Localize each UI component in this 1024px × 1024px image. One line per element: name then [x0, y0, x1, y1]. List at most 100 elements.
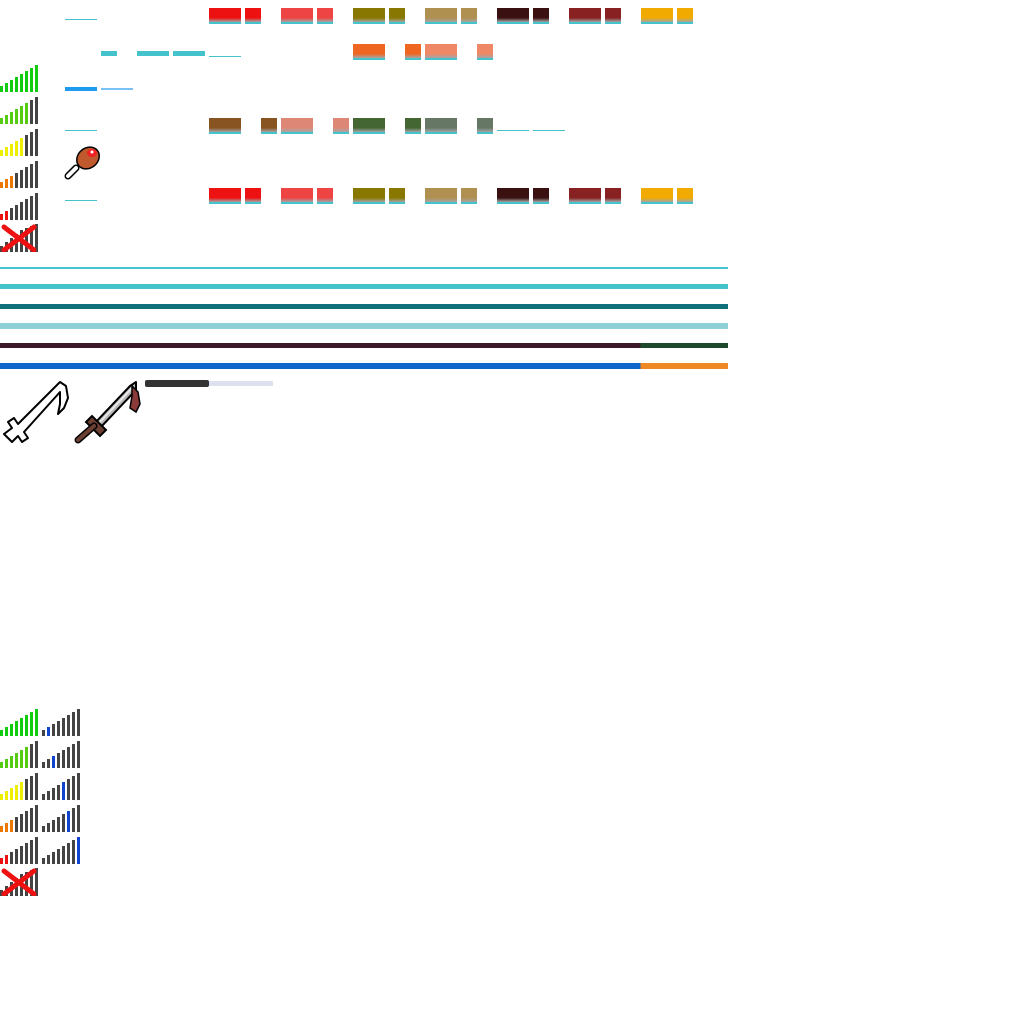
secondary-signal-bar: [42, 858, 45, 864]
secondary-signal-bar: [52, 724, 55, 736]
progress-fill: [145, 380, 209, 387]
color-swatch: [245, 8, 261, 24]
color-swatch: [641, 188, 673, 204]
color-swatch: [281, 188, 313, 204]
signal-bar: [15, 173, 18, 188]
signal-bar: [5, 727, 8, 736]
secondary-signal-bar: [77, 709, 80, 736]
secondary-signal-bar: [77, 837, 80, 864]
secondary-signal-bar: [57, 817, 60, 832]
signal-bar: [0, 118, 3, 124]
signal-bar: [10, 724, 13, 736]
progress-bar: [145, 380, 273, 387]
signal-bar: [10, 820, 13, 832]
secondary-signal-bar: [67, 715, 70, 736]
color-swatch: [677, 8, 693, 24]
color-swatch: [317, 188, 333, 204]
signal-bar: [15, 849, 18, 864]
signal-bar: [35, 129, 38, 156]
secondary-signal-bar: [72, 808, 75, 832]
cyan-line-fragment: [209, 56, 241, 57]
signal-bar: [15, 785, 18, 800]
signal-bar: [20, 138, 23, 156]
signal-bar: [5, 179, 8, 188]
long-bar-teal-medium: [0, 284, 728, 289]
secondary-signal-bar: [42, 826, 45, 832]
signal-bar: [15, 817, 18, 832]
signal-medium-icon: [0, 128, 40, 156]
signal-bar: [30, 196, 33, 220]
signal-bar: [10, 208, 13, 220]
signal-bar: [5, 791, 8, 800]
secondary-signal-bar: [47, 855, 50, 864]
dual-signal-poor-icon: [0, 836, 80, 864]
color-swatch: [605, 188, 621, 204]
color-swatch: [425, 44, 457, 60]
signal-bar: [35, 161, 38, 188]
signal-low-icon: [0, 160, 40, 188]
signal-bar: [20, 170, 23, 188]
secondary-signal-bar: [72, 712, 75, 736]
color-swatch: [497, 188, 529, 204]
long-bar-teal-thin: [0, 267, 728, 269]
signal-bar: [35, 741, 38, 768]
signal-bar: [5, 211, 8, 220]
signal-bar: [25, 103, 28, 124]
secondary-signal-bar: [72, 744, 75, 768]
color-swatch: [245, 188, 261, 204]
signal-bar: [25, 199, 28, 220]
blue-dash-faint: [101, 88, 133, 90]
cyan-line-fragment: [497, 130, 529, 131]
secondary-signal-bar: [42, 762, 45, 768]
signal-bar: [35, 193, 38, 220]
signal-bar: [30, 164, 33, 188]
secondary-signal-bar: [57, 721, 60, 736]
signal-bar: [30, 744, 33, 768]
color-swatch: [569, 8, 601, 24]
secondary-signal-bar: [77, 773, 80, 800]
color-swatch: [281, 8, 313, 24]
cyan-line-fragment: [65, 130, 97, 131]
secondary-signal-bar: [52, 852, 55, 864]
secondary-signal-bar: [62, 814, 65, 832]
signal-bar: [30, 776, 33, 800]
secondary-signal-bar: [62, 846, 65, 864]
signal-poor-icon: [0, 192, 40, 220]
signal-bar: [25, 811, 28, 832]
color-swatch: [677, 188, 693, 204]
secondary-signal-bar: [62, 782, 65, 800]
color-swatch: [477, 44, 493, 60]
secondary-signal-bar: [47, 823, 50, 832]
long-bar-blue: [0, 363, 728, 369]
secondary-signal-bar: [47, 727, 50, 736]
secondary-signal-bar: [67, 843, 70, 864]
signal-bar: [30, 100, 33, 124]
secondary-signal-bar: [62, 750, 65, 768]
secondary-signal-bar: [67, 747, 70, 768]
color-swatch: [281, 118, 313, 134]
signal-high-icon: [0, 96, 40, 124]
color-swatch: [497, 8, 529, 24]
signal-bar: [10, 176, 13, 188]
signal-bar: [10, 788, 13, 800]
secondary-signal-bar: [62, 718, 65, 736]
color-swatch: [389, 188, 405, 204]
signal-bar: [35, 837, 38, 864]
color-swatch: [461, 8, 477, 24]
progress-track: [145, 381, 273, 386]
signal-bar: [20, 106, 23, 124]
sword-outline-icon: [0, 378, 72, 448]
secondary-signal-bar: [47, 759, 50, 768]
signal-bar: [25, 715, 28, 736]
signal-bar: [30, 808, 33, 832]
secondary-signal-bar: [52, 788, 55, 800]
signal-bar: [30, 712, 33, 736]
signal-bar: [30, 68, 33, 92]
cyan-dash: [173, 51, 205, 56]
secondary-signal-bar: [52, 820, 55, 832]
blue-dash: [65, 87, 97, 91]
signal-bar: [5, 759, 8, 768]
signal-bar: [0, 794, 3, 800]
signal-bar: [15, 205, 18, 220]
secondary-signal-bar: [52, 756, 55, 768]
